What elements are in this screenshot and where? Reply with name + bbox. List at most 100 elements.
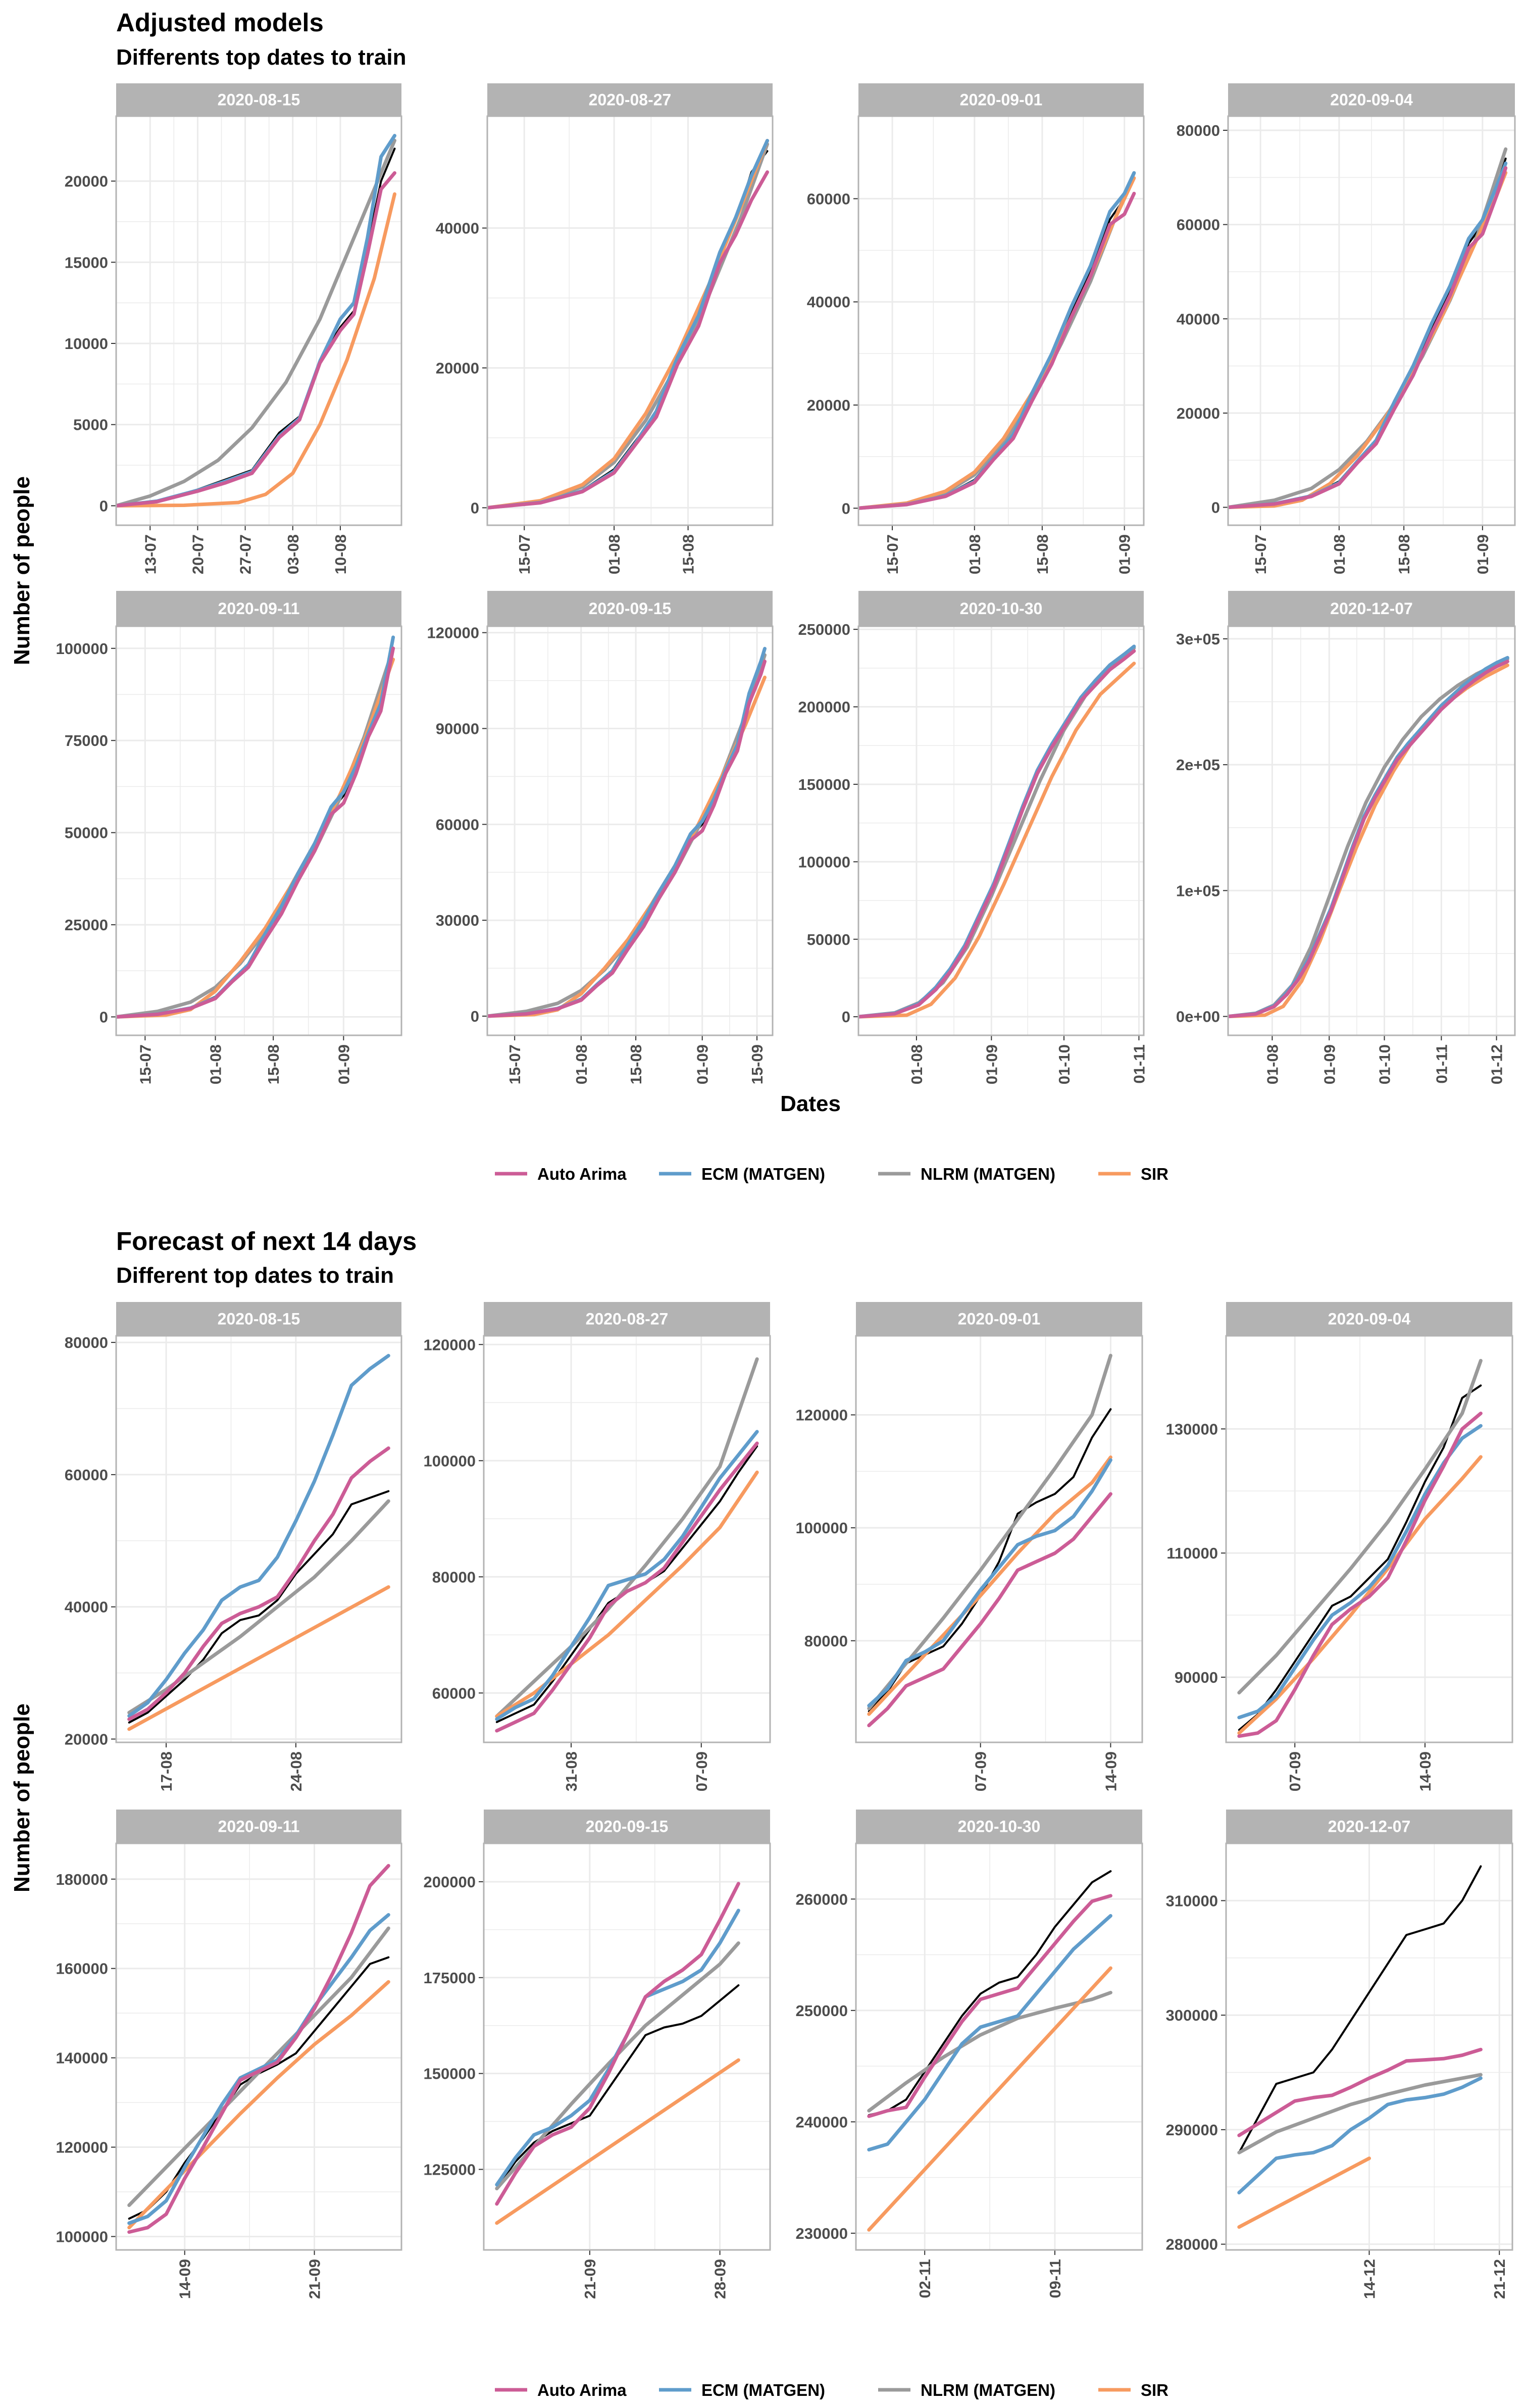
adjusted-panel-2020-09-11-strip-label: 2020-09-11	[218, 599, 300, 618]
bottom-title: Forecast of next 14 days	[116, 1227, 417, 1256]
forecast-panel-2020-10-30-series	[867, 1870, 1112, 2232]
adjusted-panel-2020-09-04-strip-label: 2020-09-04	[1330, 91, 1413, 109]
adjusted-panel-2020-09-11-y-tick-label: 75000	[65, 732, 108, 749]
top-x-axis-label: Dates	[780, 1091, 841, 1116]
sir-line	[495, 2058, 740, 2225]
forecast-panel-2020-09-04-series	[1237, 1359, 1483, 1738]
adjusted-panel-2020-12-07-x-tick-label: 01-09	[1320, 1044, 1338, 1084]
adjusted-panel-2020-10-30-y-tick-label: 200000	[798, 698, 850, 716]
adjusted-panel-2020-12-07-border	[1227, 625, 1516, 1036]
adjusted-panel-2020-09-11-x-tick-label: 01-08	[207, 1044, 225, 1084]
nlrm-line	[116, 138, 396, 508]
adjusted-panel-2020-09-11-border	[115, 625, 402, 1036]
adjusted-panel-2020-08-27-x-tick-label: 15-07	[516, 534, 533, 574]
forecast-panel-2020-09-11-y-tick-label: 180000	[56, 1871, 108, 1888]
adjusted-panel-2020-09-11-x-tick-label: 01-09	[335, 1044, 352, 1084]
bottom-legend: Auto Arima ECM (MATGEN) NLRM (MATGEN) SI…	[495, 2381, 1168, 2399]
forecast-panel-2020-09-11-strip	[116, 1810, 401, 1843]
adjusted-panel-2020-09-11-y-tick-label: 25000	[65, 916, 108, 934]
observed-line	[1228, 659, 1509, 1018]
adjusted-panel-2020-08-15-y-tick-label: 0	[99, 497, 108, 515]
auto-arima-line	[116, 646, 395, 1019]
forecast-panel-2020-08-27-x-tick-label: 07-09	[693, 1751, 710, 1791]
adjusted-panel-2020-09-01-series	[858, 171, 1136, 510]
forecast-panel-2020-09-01-x-tick-label: 07-09	[972, 1751, 990, 1791]
nlrm-line	[495, 1357, 759, 1718]
legend-label-nlrm: NLRM (MATGEN)	[921, 2381, 1055, 2399]
adjusted-panel-2020-12-07-strip	[1228, 591, 1515, 626]
adjusted-panel-2020-08-15-x-tick-label: 03-08	[284, 534, 302, 574]
nlrm-line	[127, 1926, 390, 2207]
forecast-panel-2020-10-30-strip	[856, 1810, 1142, 1843]
legend-label-sir: SIR	[1141, 2381, 1168, 2399]
observed-line	[1238, 1865, 1482, 2154]
forecast-panel-2020-09-11-border	[115, 1842, 402, 2251]
observed-line	[1238, 1384, 1482, 1731]
forecast-panel-2020-10-30-border	[855, 1842, 1143, 2251]
adjusted-panel-2020-09-04-x-tick-label: 15-08	[1395, 534, 1413, 574]
adjusted-panel-2020-09-15-strip	[487, 591, 773, 626]
observed-line	[495, 1984, 740, 2190]
adjusted-panel-2020-10-30-border	[857, 625, 1145, 1036]
ecm-line	[127, 1353, 390, 1718]
forecast-panel-2020-09-01-strip-label: 2020-09-01	[958, 1310, 1041, 1328]
sir-line	[1228, 171, 1508, 509]
adjusted-panel-2020-08-27-border	[486, 115, 774, 526]
forecast-panel-2020-08-15-y-tick-label: 40000	[65, 1598, 108, 1616]
nlrm-line	[867, 1991, 1112, 2113]
top-legend: Auto Arima ECM (MATGEN) NLRM (MATGEN) SI…	[495, 1165, 1168, 1183]
ecm-line	[867, 1458, 1112, 1708]
adjusted-panel-2020-08-27-x-tick-label: 01-08	[605, 534, 623, 574]
adjusted-panel-2020-08-15-x-tick-label: 13-07	[141, 534, 159, 574]
adjusted-panel-2020-09-04-x-tick-label: 15-07	[1252, 534, 1269, 574]
sir-line	[1237, 1455, 1483, 1735]
adjusted-panel-2020-09-01-x-tick-label: 15-07	[884, 534, 901, 574]
adjusted-panel-2020-09-15-strip-label: 2020-09-15	[589, 599, 672, 618]
sir-line	[1237, 2156, 1371, 2229]
forecast-panel-2020-09-11-x-tick-label: 21-09	[306, 2259, 324, 2299]
forecast-panel-2020-08-15-border	[115, 1335, 402, 1743]
adjusted-panel-2020-09-01-y-tick-label: 40000	[807, 293, 850, 311]
sir-line	[867, 1455, 1112, 1716]
adjusted-panel-2020-09-15-x-tick-label: 15-07	[506, 1044, 524, 1084]
adjusted-panel-2020-10-30-y-tick-label: 100000	[798, 853, 850, 871]
ecm-line	[867, 1914, 1112, 2151]
forecast-panel-2020-08-27-y-tick-label: 80000	[432, 1568, 476, 1586]
forecast-panel-2020-09-01-y-tick-label: 120000	[796, 1407, 848, 1424]
sir-line	[116, 192, 396, 508]
adjusted-panel-2020-12-07-y-tick-label: 2e+05	[1176, 756, 1220, 774]
forecast-panel-2020-10-30-y-tick-label: 240000	[796, 2113, 848, 2131]
adjusted-panel-2020-10-30-y-tick-label: 0	[842, 1008, 850, 1026]
adjusted-panel-2020-10-30-y-tick-label: 250000	[798, 621, 850, 638]
forecast-panel-2020-09-15-series	[495, 1882, 740, 2225]
sir-line	[495, 1470, 759, 1718]
forecast-panel-2020-09-15-y-tick-label: 200000	[424, 1873, 476, 1891]
sir-line	[867, 1966, 1112, 2232]
adjusted-panel-2020-09-01-x-tick-label: 15-08	[1034, 534, 1051, 574]
forecast-panel-2020-08-15-y-tick-label: 20000	[65, 1730, 108, 1748]
adjusted-panel-2020-09-01-x-tick-label: 01-08	[966, 534, 984, 574]
adjusted-panel-2020-09-11-series	[116, 635, 395, 1019]
forecast-panel-2020-08-15-series	[127, 1353, 390, 1731]
auto-arima-line	[495, 1441, 759, 1733]
forecast-panel-2020-09-11-y-tick-label: 140000	[56, 2049, 108, 2067]
adjusted-panel-2020-09-15-y-tick-label: 30000	[436, 912, 479, 929]
forecast-panel-2020-10-30-x-tick-label: 09-11	[1046, 2259, 1064, 2298]
forecast-panel-2020-09-01-series	[867, 1353, 1112, 1727]
auto-arima-line	[495, 1882, 740, 2206]
nlrm-line	[1237, 1359, 1483, 1695]
observed-line	[116, 640, 394, 1018]
forecast-panel-2020-12-07-series	[1237, 1865, 1483, 2229]
adjusted-panel-2020-10-30-x-tick-label: 01-10	[1055, 1044, 1073, 1084]
forecast-panel-2020-09-04-x-tick-label: 14-09	[1416, 1751, 1434, 1791]
adjusted-panel-2020-09-15-y-tick-label: 60000	[436, 816, 479, 833]
forecast-panel-2020-10-30-strip-label: 2020-10-30	[958, 1818, 1041, 1836]
adjusted-panel-2020-08-15-y-tick-label: 15000	[65, 254, 108, 271]
adjusted-panel-2020-08-27-y-tick-label: 0	[471, 499, 479, 517]
forecast-panel-2020-10-30-y-tick-label: 250000	[796, 2002, 848, 2020]
adjusted-panel-2020-09-01-border	[857, 115, 1145, 526]
forecast-panel-2020-09-01-y-tick-label: 100000	[796, 1519, 848, 1537]
forecast-panel-2020-12-07-x-tick-label: 14-12	[1361, 2259, 1379, 2299]
forecast-panel-2020-12-07-strip-label: 2020-12-07	[1328, 1818, 1411, 1836]
forecast-panel-2020-09-04-x-tick-label: 07-09	[1286, 1751, 1304, 1791]
